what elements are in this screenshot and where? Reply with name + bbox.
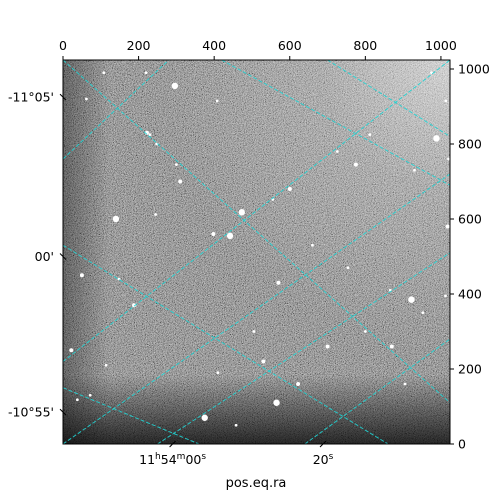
star-point bbox=[433, 135, 440, 142]
x-tick-label: 0 bbox=[59, 38, 67, 53]
star-point bbox=[444, 99, 448, 103]
star-point bbox=[102, 71, 106, 75]
star-point bbox=[216, 371, 220, 375]
y-tick-label: 1000 bbox=[458, 62, 490, 77]
star-point bbox=[171, 82, 179, 90]
star-point bbox=[238, 209, 245, 216]
sky-image bbox=[63, 60, 450, 444]
x-axis-title: pos.eq.ra bbox=[226, 476, 287, 491]
star-point bbox=[215, 99, 219, 103]
star-point bbox=[201, 414, 208, 421]
x-tick-label: 800 bbox=[353, 38, 377, 53]
x-tick-label: 400 bbox=[202, 38, 226, 53]
star-point bbox=[447, 157, 450, 161]
grid-line bbox=[157, 252, 450, 444]
coordinate-grid bbox=[63, 60, 450, 444]
x-tick-label: 200 bbox=[127, 38, 151, 53]
star-point bbox=[79, 273, 84, 278]
star-point bbox=[88, 393, 92, 397]
star-point bbox=[444, 294, 447, 298]
star-point bbox=[112, 215, 120, 223]
ra-tick-mark bbox=[169, 440, 176, 448]
star-point bbox=[69, 348, 74, 353]
ra-tick-label: 20s bbox=[313, 452, 334, 467]
star-point bbox=[408, 296, 415, 303]
star-point bbox=[311, 243, 314, 247]
star-point bbox=[261, 359, 266, 364]
star-point bbox=[104, 363, 108, 367]
dec-tick-label: -11°05' bbox=[8, 90, 54, 105]
grid-line bbox=[63, 60, 170, 160]
star-point bbox=[346, 266, 350, 270]
star-point bbox=[178, 179, 183, 184]
y-tick-label: 800 bbox=[458, 137, 482, 152]
grid-line bbox=[63, 173, 450, 444]
star-point bbox=[154, 213, 157, 216]
grid-line bbox=[63, 60, 450, 404]
star-point bbox=[368, 133, 372, 137]
star-point bbox=[403, 382, 407, 386]
grid-line bbox=[63, 60, 450, 362]
star-point bbox=[75, 398, 79, 402]
ra-tick-label: 11h54m00s bbox=[139, 452, 206, 467]
star-point bbox=[252, 330, 256, 333]
star-point bbox=[174, 163, 178, 167]
star-point bbox=[389, 344, 394, 349]
grid-line bbox=[63, 244, 389, 444]
dec-tick-label: -10°55' bbox=[8, 405, 54, 420]
dec-tick-label: 00' bbox=[35, 249, 54, 264]
dec-tick-mark bbox=[59, 408, 67, 416]
dec-tick-mark bbox=[59, 93, 67, 101]
star-point bbox=[353, 162, 358, 167]
y-tick-label: 200 bbox=[458, 362, 482, 377]
y-tick-label: 0 bbox=[458, 437, 466, 452]
star-point bbox=[335, 150, 339, 153]
star-point bbox=[276, 280, 281, 285]
star-point bbox=[226, 232, 234, 240]
y-tick-label: 400 bbox=[458, 287, 482, 302]
y-tick-label: 600 bbox=[458, 212, 482, 227]
star-point bbox=[144, 71, 148, 75]
star-point bbox=[273, 399, 280, 406]
star-point bbox=[132, 303, 137, 308]
star-point bbox=[148, 133, 152, 137]
grid-line bbox=[221, 60, 450, 186]
star-point bbox=[234, 423, 238, 427]
star-point bbox=[85, 97, 88, 101]
star-point bbox=[445, 224, 450, 229]
star-point bbox=[413, 168, 416, 172]
x-tick-label: 600 bbox=[278, 38, 302, 53]
star-point bbox=[363, 330, 367, 333]
grid-line bbox=[63, 387, 200, 444]
star-point bbox=[287, 187, 292, 191]
star-point bbox=[155, 142, 159, 146]
star-point bbox=[211, 232, 216, 236]
pixel-axes: 0 200 400 600 800 1000 0 200 400 600 800 1000 bbox=[59, 38, 490, 452]
ra-tick-mark bbox=[319, 440, 327, 448]
grid-line bbox=[327, 60, 450, 137]
world-axes: 11h54m00s 20s -11°05' 00' -10°55' bbox=[8, 90, 334, 467]
star-point bbox=[421, 311, 425, 315]
star-point bbox=[296, 382, 301, 386]
star-point bbox=[325, 344, 330, 349]
x-tick-label: 1000 bbox=[425, 38, 457, 53]
plot-frame bbox=[62, 59, 451, 445]
dec-tick-mark bbox=[59, 253, 67, 260]
star-points bbox=[69, 71, 450, 427]
